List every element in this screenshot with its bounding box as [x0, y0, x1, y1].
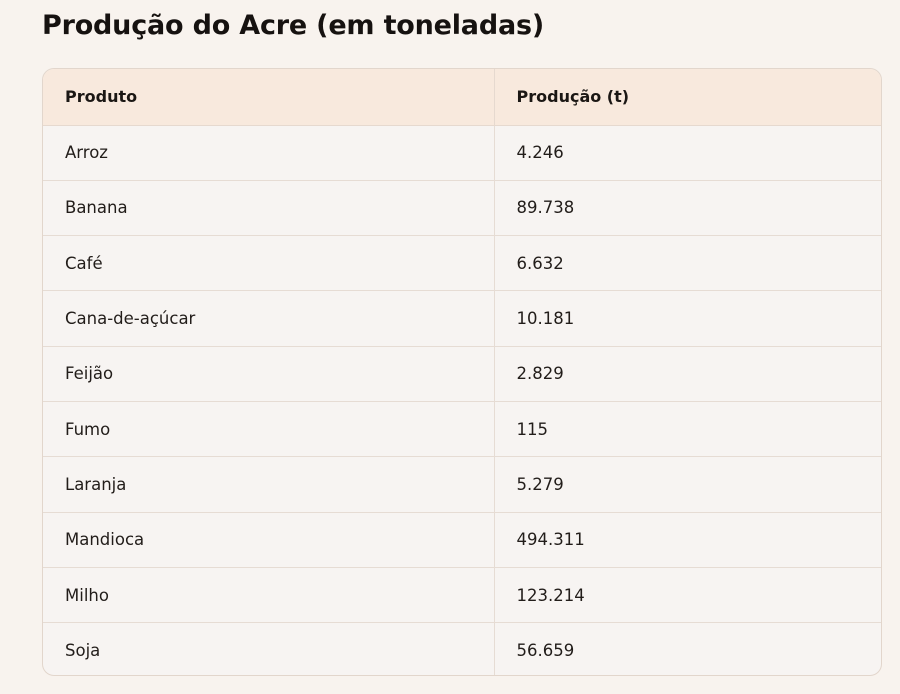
production-table: Produto Produção (t) Arroz 4.246 Banana … — [43, 69, 881, 675]
table-row: Feijão 2.829 — [43, 346, 881, 402]
table-row: Soja 56.659 — [43, 622, 881, 675]
cell-produto: Arroz — [43, 125, 495, 181]
table-header-row: Produto Produção (t) — [43, 69, 881, 126]
cell-produto: Fumo — [43, 401, 495, 458]
page-title: Produção do Acre (em toneladas) — [42, 10, 544, 41]
table-row: Cana-de-açúcar 10.181 — [43, 290, 881, 347]
table-row: Laranja 5.279 — [43, 456, 881, 513]
cell-produto: Mandioca — [43, 512, 495, 568]
table-row: Fumo 115 — [43, 401, 881, 458]
column-header-producao: Produção (t) — [494, 69, 881, 126]
cell-producao: 5.279 — [494, 456, 881, 513]
cell-producao: 115 — [494, 401, 881, 458]
table-row: Banana 89.738 — [43, 180, 881, 237]
cell-produto: Banana — [43, 180, 495, 237]
cell-producao: 6.632 — [494, 235, 881, 292]
production-table-card: Produto Produção (t) Arroz 4.246 Banana … — [42, 68, 882, 676]
cell-produto: Soja — [43, 622, 495, 675]
table-row: Mandioca 494.311 — [43, 512, 881, 568]
cell-producao: 494.311 — [494, 512, 881, 568]
cell-produto: Milho — [43, 567, 495, 624]
cell-producao: 4.246 — [494, 125, 881, 181]
cell-producao: 2.829 — [494, 346, 881, 402]
column-header-produto: Produto — [43, 69, 495, 126]
cell-produto: Café — [43, 235, 495, 292]
cell-producao: 123.214 — [494, 567, 881, 624]
cell-producao: 56.659 — [516, 641, 575, 661]
table-row: Arroz 4.246 — [43, 125, 881, 181]
cell-produto: Feijão — [43, 346, 495, 402]
cell-producao: 89.738 — [494, 180, 881, 237]
table-row: Café 6.632 — [43, 235, 881, 292]
cell-producao: 10.181 — [494, 290, 881, 347]
cell-produto: Laranja — [43, 456, 495, 513]
table-row: Milho 123.214 — [43, 567, 881, 624]
cell-produto: Cana-de-açúcar — [43, 290, 495, 347]
